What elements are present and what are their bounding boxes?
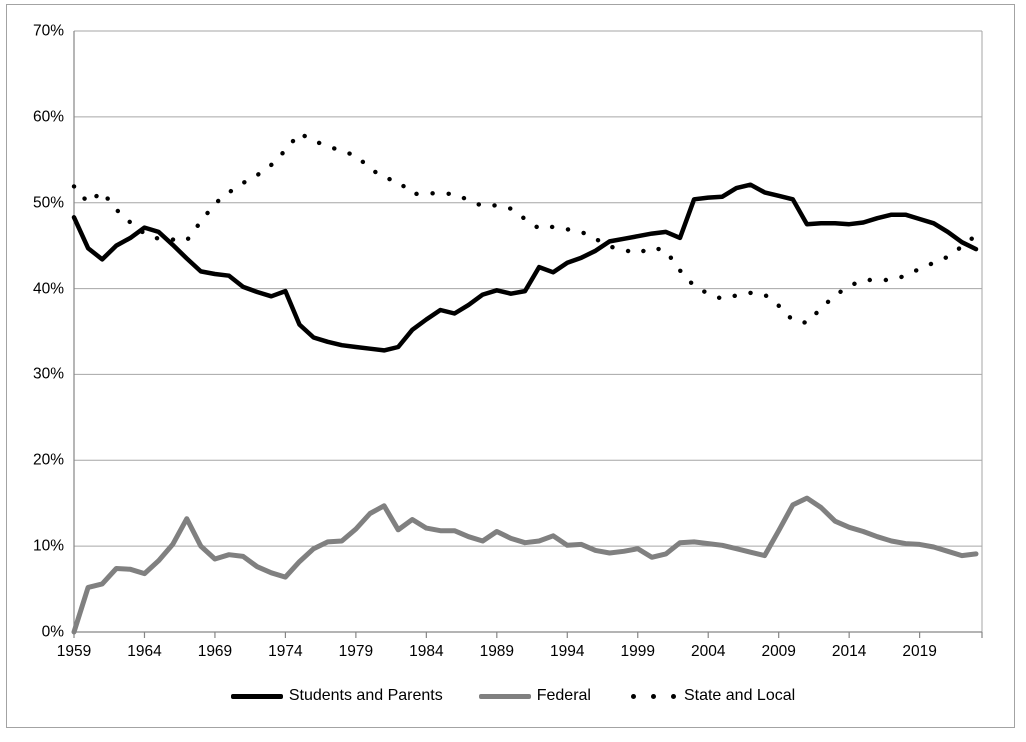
x-axis-tick-label-1984: 1984 [409,643,444,660]
x-axis-tick-label-1969: 1969 [197,643,233,660]
x-axis-tick-label-2009: 2009 [761,643,796,660]
chart-outer-border [6,4,1015,728]
legend-item-students-and-parents: Students and Parents [230,687,443,705]
y-axis-tick-label-30: 30% [32,365,64,383]
x-axis-tick-label-2019: 2019 [902,643,937,660]
series-line-students-and-parents [71,182,979,353]
y-axis-tick-label-60: 60% [32,108,64,126]
x-axis-tick-label-1974: 1974 [268,643,303,660]
series-line-federal [71,495,979,635]
legend: Students and Parents Federal State and L… [0,687,1026,705]
y-axis-tick-label-40: 40% [32,280,64,298]
x-axis-tick-label-1964: 1964 [127,643,162,660]
legend-marker-dotted-line-icon [630,693,676,699]
x-axis-tick-label-2014: 2014 [831,643,867,660]
legend-marker-solid-black-line-icon [230,693,283,699]
y-axis-tick-label-50: 50% [32,194,64,212]
x-axis-tick-label-1979: 1979 [338,643,374,660]
y-axis-tick-label-70: 70% [32,22,64,40]
x-axis-tick-label-1999: 1999 [620,643,655,660]
y-axis-tick-label-20: 20% [32,451,64,469]
x-axis-tick-label-1959: 1959 [56,643,92,660]
legend-item-state-and-local: State and Local [627,687,795,705]
series-line-state-and-local [71,131,979,326]
x-axis-tick-label-2004: 2004 [690,643,726,660]
y-axis-tick-label-0: 0% [41,623,64,641]
legend-label-federal: Federal [536,687,591,704]
legend-item-federal: Federal [478,687,591,705]
legend-label-students-and-parents: Students and Parents [288,687,443,704]
y-axis-tick-label-10: 10% [32,537,64,555]
legend-label-state-and-local: State and Local [683,687,796,704]
x-axis-tick-label-1994: 1994 [550,643,585,660]
legend-marker-solid-gray-line-icon [478,693,531,699]
x-axis-tick-label-1989: 1989 [479,643,515,660]
